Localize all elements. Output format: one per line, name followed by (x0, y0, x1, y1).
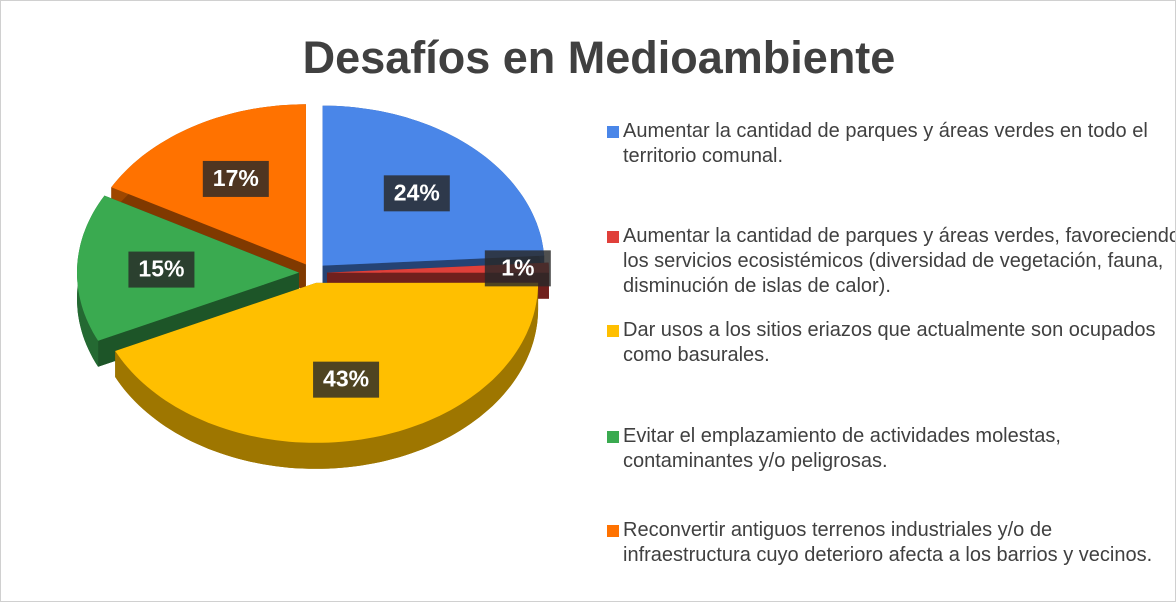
legend-item: Aumentar la cantidad de parques y áreas … (605, 224, 1176, 299)
legend-item: Dar usos a los sitios eriazos que actual… (605, 318, 1175, 368)
data-label: 24% (394, 179, 440, 205)
data-label: 17% (213, 165, 259, 191)
data-label: 15% (138, 256, 184, 282)
data-label-box (484, 250, 551, 287)
legend-item: Aumentar la cantidad de parques y áreas … (605, 119, 1175, 169)
legend-item: Evitar el emplazamiento de actividades m… (605, 424, 1175, 474)
data-label: 43% (323, 366, 369, 392)
legend-label: Reconvertir antiguos terrenos industrial… (623, 519, 1153, 566)
legend-swatch (607, 231, 619, 243)
legend-label: Aumentar la cantidad de parques y áreas … (623, 225, 1176, 297)
legend-swatch (607, 431, 619, 443)
legend-swatch (607, 525, 619, 537)
data-label-box (128, 251, 195, 288)
data-label-box (202, 160, 269, 197)
chart-title: Desafíos en Medioambiente (303, 32, 896, 83)
data-label-box (313, 361, 380, 398)
legend-swatch (607, 325, 619, 337)
legend-item: Reconvertir antiguos terrenos industrial… (605, 518, 1175, 568)
legend-label: Dar usos a los sitios eriazos que actual… (623, 319, 1156, 366)
data-label-box (383, 175, 450, 212)
legend-label: Aumentar la cantidad de parques y áreas … (623, 120, 1148, 167)
data-label: 1% (501, 254, 534, 280)
legend-swatch (607, 126, 619, 138)
legend-label: Evitar el emplazamiento de actividades m… (623, 425, 1061, 472)
slice-wall (115, 282, 539, 469)
